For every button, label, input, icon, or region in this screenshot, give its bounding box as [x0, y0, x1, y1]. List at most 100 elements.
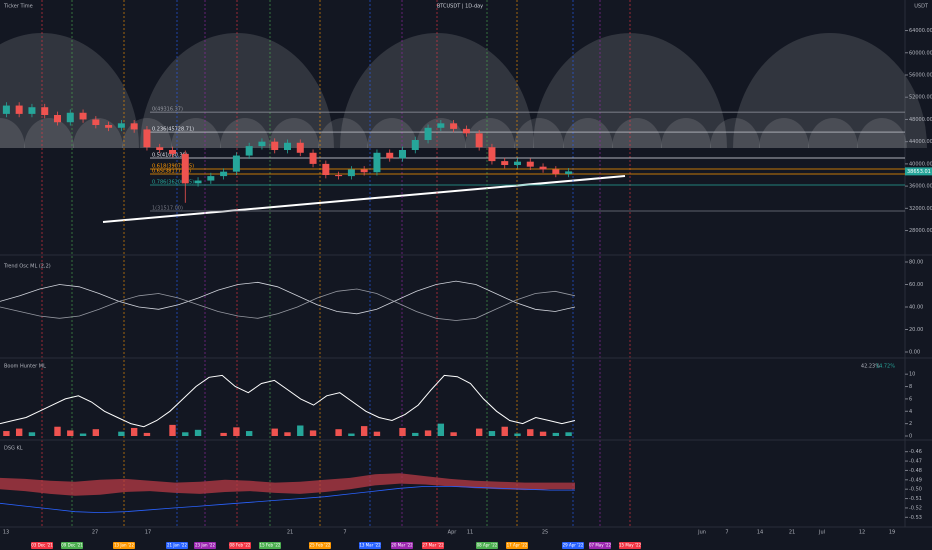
date-badge-label: 09 Dec '21	[61, 543, 83, 548]
candle-body	[539, 166, 547, 170]
candle-body	[169, 150, 176, 154]
date-badge-label: 13 Jan '22	[114, 543, 134, 548]
histogram-bar	[130, 427, 138, 436]
x-axis-label: 17	[145, 530, 151, 536]
date-badge	[391, 542, 413, 549]
date-badge-label: 25 Feb '22	[310, 543, 331, 548]
histogram-bar	[527, 429, 534, 436]
small-cycle-arc	[661, 118, 711, 148]
candle-body	[41, 107, 49, 115]
histogram-bar	[15, 428, 23, 436]
candle-body	[552, 169, 560, 174]
small-cycle-arc	[269, 118, 319, 148]
symbol-title[interactable]: BTCUSDT | 1D-day	[437, 4, 483, 10]
histogram-bar	[233, 427, 240, 436]
date-badge	[562, 542, 584, 549]
date-badge	[359, 542, 381, 549]
y-tick-label: 6	[909, 396, 912, 402]
osc-line	[0, 288, 576, 321]
candle-body	[15, 105, 23, 114]
histogram-bar	[348, 433, 355, 436]
y-tick-label: -0.53	[909, 515, 922, 521]
candle-body	[399, 150, 406, 159]
x-axis-label: 12	[859, 530, 865, 536]
date-badge	[194, 542, 216, 549]
y-tick-label: 32000.00	[909, 206, 932, 212]
histogram-bar	[424, 430, 432, 436]
small-cycle-arc	[563, 118, 613, 148]
trendline	[102, 175, 626, 223]
date-badge-label: 27 Mar '22	[422, 543, 444, 548]
candle-body	[501, 161, 509, 165]
candle-body	[450, 123, 458, 129]
dsg-line	[0, 486, 575, 514]
histogram-bar	[54, 426, 61, 436]
y-tick-label: 56000.00	[909, 73, 932, 79]
candle-body	[258, 141, 266, 147]
candle-body	[514, 161, 521, 165]
y-tick-label: 60000.00	[909, 50, 932, 56]
histogram-bar	[360, 426, 368, 436]
y-tick-label: -0.52	[909, 505, 922, 511]
histogram-bar	[552, 432, 560, 436]
cycle-arc	[140, 33, 334, 149]
small-cycle-arc	[171, 118, 221, 148]
histogram-bar	[437, 423, 445, 436]
candle-body	[207, 176, 215, 181]
x-axis-label: 19	[889, 530, 895, 536]
histogram-bar	[412, 432, 419, 436]
histogram-bar	[335, 429, 342, 436]
histogram-bar	[220, 432, 227, 436]
currency[interactable]: USDT	[914, 4, 929, 10]
pane-title: Trend Osc ML (2,2)	[3, 264, 51, 270]
small-cycle-arc	[318, 118, 368, 148]
annotation: 14.72%	[876, 364, 895, 370]
x-axis-label: Jul	[818, 530, 825, 536]
cycle-arc	[533, 33, 727, 148]
cycle-arc	[340, 33, 534, 148]
x-axis-label: 21	[789, 530, 795, 536]
histogram-bar	[399, 427, 406, 436]
candle-body	[2, 105, 10, 114]
y-tick-label: 48000.00	[909, 117, 932, 123]
histogram-bar	[373, 431, 381, 436]
candle-body	[437, 123, 445, 128]
date-badge	[113, 542, 135, 549]
small-cycle-arc	[514, 118, 564, 148]
y-tick-label: 4	[909, 409, 912, 415]
candle-body	[284, 142, 291, 150]
y-tick-label: 60.00	[909, 282, 923, 288]
candle-body	[360, 169, 368, 173]
candle-body	[92, 119, 100, 125]
histogram-bar	[501, 426, 508, 436]
date-badge	[61, 542, 83, 549]
date-badge-label: 08 Feb '22	[230, 543, 251, 548]
fib-label: 0.5(41060.38)	[152, 153, 188, 159]
candle-body	[386, 152, 394, 159]
y-tick-label: 28000.00	[909, 228, 932, 234]
candle-body	[66, 112, 74, 123]
candle-body	[475, 133, 483, 148]
osc-line	[0, 280, 576, 315]
histogram-bar	[143, 432, 151, 436]
date-badge-label: 15 Feb '22	[260, 543, 281, 548]
fib-label: 0.65(38177.76)	[152, 169, 191, 175]
date-badge-label: 29 Apr '22	[563, 543, 584, 548]
candle-body	[28, 107, 36, 114]
histogram-bar	[92, 429, 100, 436]
histogram-bar	[539, 431, 547, 436]
date-badge-label: 20 Mar '22	[391, 543, 413, 548]
fib-label: 0.786(36200.05)	[152, 180, 194, 186]
histogram-bar	[3, 431, 10, 436]
date-badge-label: 13 Mar '22	[359, 543, 381, 548]
small-cycle-arc	[220, 118, 270, 148]
y-tick-label: 0.00	[909, 350, 920, 356]
candle-body	[194, 180, 202, 184]
candle-body	[232, 155, 240, 172]
candle-body	[79, 112, 87, 120]
annotation: 42.23%	[861, 364, 880, 370]
date-badge	[166, 542, 188, 549]
histogram-bar	[194, 429, 202, 436]
